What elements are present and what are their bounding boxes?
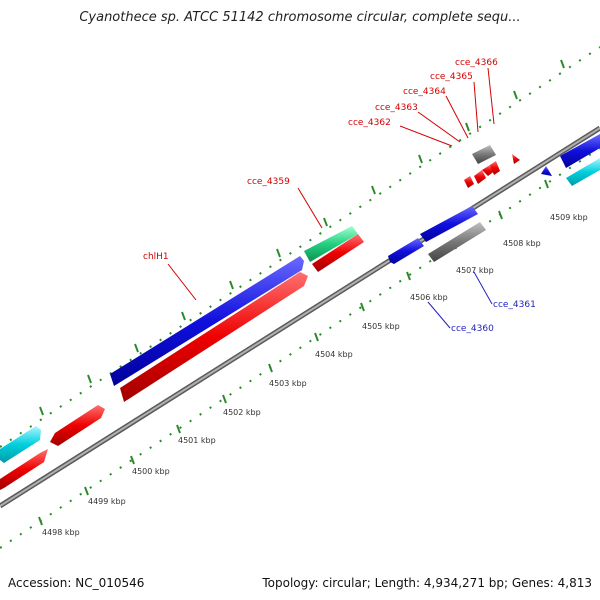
scale-label: 4504 kbp — [315, 350, 353, 359]
gene-label-cce-4362[interactable]: cce_4362 — [348, 118, 391, 128]
gene-feature-red[interactable] — [490, 161, 500, 175]
scale-label: 4501 kbp — [178, 436, 216, 445]
gene-label-cce-4366[interactable]: cce_4366 — [455, 58, 498, 68]
gene-feature-blue[interactable] — [560, 134, 600, 168]
map-title: Cyanothece sp. ATCC 51142 chromosome cir… — [79, 10, 521, 25]
gene-feature-grey[interactable] — [472, 145, 496, 164]
scale-label: 4508 kbp — [503, 239, 541, 248]
gene-label-cce-4359[interactable]: cce_4359 — [247, 177, 290, 187]
gene-feature-red[interactable] — [312, 234, 364, 272]
gene-label-cce-4364[interactable]: cce_4364 — [403, 87, 446, 97]
scale-label: 4502 kbp — [223, 408, 261, 417]
chromosome-backbone — [0, 125, 600, 509]
gene-label-cce-4360[interactable]: cce_4360 — [451, 324, 494, 334]
scale-label: 4509 kbp — [550, 213, 588, 222]
inner-scale-ring — [0, 147, 600, 549]
gene-label-cce-4363[interactable]: cce_4363 — [375, 103, 418, 113]
gene-feature-red[interactable] — [474, 170, 486, 184]
scale-labels: 4498 kbp 4499 kbp 4500 kbp 4501 kbp 4502… — [42, 213, 588, 537]
outer-ring-ticks — [39, 59, 565, 416]
gene-feature-blue[interactable] — [541, 166, 552, 176]
accession-label: Accession: NC_010546 — [8, 576, 145, 590]
scale-label: 4505 kbp — [362, 322, 400, 331]
gene-feature-cyan[interactable] — [0, 426, 41, 463]
gene-label-chlh1[interactable]: chlH1 — [143, 252, 169, 262]
gene-label-cce-4361[interactable]: cce_4361 — [493, 300, 536, 310]
gene-feature-red[interactable] — [512, 154, 520, 164]
gene-feature-red[interactable] — [464, 176, 474, 188]
gene-feature-cyan[interactable] — [566, 158, 600, 186]
gene-feature-red[interactable] — [50, 405, 105, 446]
gene-feature-green[interactable] — [304, 226, 358, 262]
gene-feature-grey[interactable] — [428, 222, 486, 262]
scale-label: 4507 kbp — [456, 266, 494, 275]
outer-scale-ring — [0, 46, 600, 448]
gene-feature-red[interactable] — [0, 449, 48, 490]
gene-feature-blue[interactable] — [388, 238, 424, 264]
gene-feature-blue[interactable] — [110, 256, 304, 386]
gene-feature-blue[interactable] — [420, 206, 478, 242]
gene-feature-red[interactable] — [120, 272, 308, 402]
scale-label: 4499 kbp — [88, 497, 126, 506]
label-leaders — [167, 67, 495, 329]
scale-label: 4498 kbp — [42, 528, 80, 537]
scale-label: 4500 kbp — [132, 467, 170, 476]
genome-stats: Topology: circular; Length: 4,934,271 bp… — [262, 576, 592, 590]
gene-label-cce-4365[interactable]: cce_4365 — [430, 72, 473, 82]
scale-label: 4506 kbp — [410, 293, 448, 302]
scale-label: 4503 kbp — [269, 379, 307, 388]
